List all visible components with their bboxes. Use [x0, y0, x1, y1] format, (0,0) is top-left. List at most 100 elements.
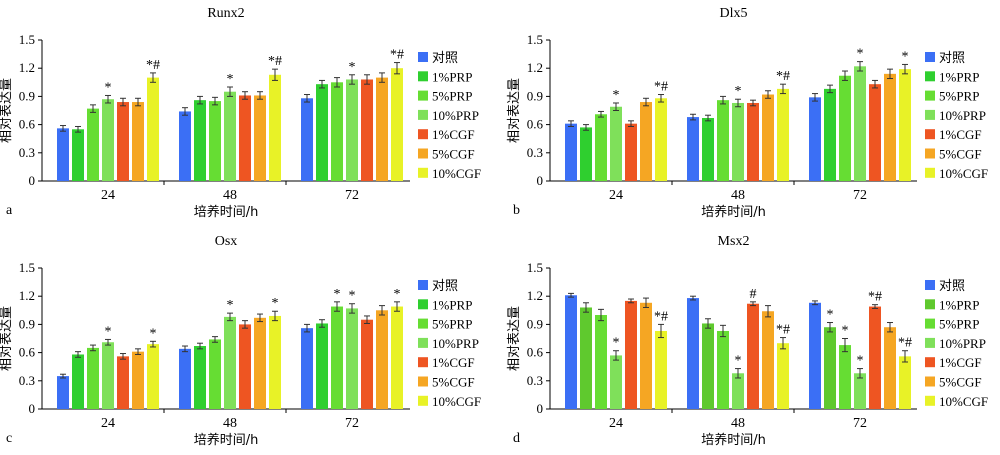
- legend-swatch: [925, 357, 935, 368]
- bar: [224, 91, 236, 181]
- bar: [824, 327, 836, 409]
- legend-swatch: [418, 90, 428, 101]
- bar: [580, 307, 592, 409]
- bar: [869, 84, 881, 181]
- x-axis-label: 培养时间/h: [701, 432, 766, 448]
- legend-swatch: [925, 71, 935, 82]
- panel-letter: a: [6, 203, 13, 218]
- legend-label: 1%PRP: [939, 297, 979, 312]
- y-tick-label: 0.9: [19, 88, 35, 103]
- y-tick-label: 0.6: [19, 345, 36, 360]
- bar: [117, 356, 129, 409]
- x-tick-label: 72: [345, 188, 359, 203]
- legend-swatch: [418, 52, 428, 62]
- significance-mark: *: [272, 296, 279, 311]
- legend-swatch: [418, 280, 428, 290]
- bar: [346, 308, 358, 409]
- legend-label: 1%CGF: [432, 127, 475, 142]
- legend-swatch: [925, 52, 935, 62]
- bar: [361, 79, 373, 181]
- panel-letter: d: [513, 431, 520, 446]
- bar: [580, 127, 592, 181]
- bar: [147, 344, 159, 409]
- legend-swatch: [418, 376, 428, 387]
- bar: [239, 95, 251, 181]
- bar: [869, 306, 881, 409]
- bar: [316, 323, 328, 409]
- bar: [331, 306, 343, 409]
- y-tick-label: 0: [29, 401, 36, 416]
- legend-swatch: [925, 376, 935, 387]
- chart-title: Osx: [215, 234, 238, 249]
- panel-c: Osx 0 0.3 0.6 0.9 1.2 1.5 相对表达量 24 * * 48 * * 72 * * * 培养时…: [0, 234, 481, 448]
- legend-label: 10%CGF: [432, 166, 481, 181]
- significance-mark: *: [857, 47, 864, 62]
- significance-mark: *#: [776, 69, 790, 84]
- y-tick-label: 0.9: [527, 316, 543, 331]
- bar: [762, 94, 774, 181]
- bar: [732, 373, 744, 409]
- x-tick-label: 24: [609, 188, 623, 203]
- bar: [132, 102, 144, 181]
- legend-label: 10%PRP: [432, 336, 479, 351]
- bar: [702, 323, 714, 409]
- legend-swatch: [418, 109, 428, 120]
- bar: [331, 82, 343, 181]
- legend-label: 10%CGF: [939, 394, 988, 409]
- y-tick-label: 1.5: [527, 260, 543, 275]
- bar: [301, 98, 313, 181]
- significance-mark: *: [334, 287, 341, 302]
- y-tick-label: 0.9: [19, 316, 35, 331]
- y-tick-label: 1.5: [19, 32, 35, 47]
- y-tick-label: 1.2: [527, 60, 543, 75]
- bar: [595, 114, 607, 181]
- y-tick-label: 0.6: [19, 117, 36, 132]
- legend-swatch: [418, 71, 428, 82]
- legend-swatch: [925, 395, 935, 406]
- panel-a: Runx2 0 0.3 0.6 0.9 1.2 1.5 相对表达量 24 * *# 48 * *# 72 * *…: [0, 6, 481, 220]
- significance-mark: *: [150, 326, 157, 341]
- y-tick-label: 1.5: [19, 260, 35, 275]
- bar: [57, 376, 69, 409]
- legend-label: 5%PRP: [432, 89, 472, 104]
- bar: [346, 79, 358, 181]
- x-tick-label: 24: [101, 188, 115, 203]
- bar: [194, 346, 206, 409]
- legend-swatch: [925, 129, 935, 140]
- bar: [702, 118, 714, 181]
- legend-label: 10%CGF: [939, 166, 988, 181]
- legend-label: 5%CGF: [432, 147, 475, 162]
- bar: [687, 117, 699, 181]
- significance-mark: *: [613, 88, 620, 103]
- bar: [254, 95, 266, 181]
- legend-swatch: [925, 90, 935, 101]
- legend-label: 1%PRP: [432, 297, 472, 312]
- x-axis-label: 培养时间/h: [194, 432, 259, 448]
- bar: [57, 128, 69, 181]
- bar: [72, 354, 84, 409]
- legend-swatch: [418, 129, 428, 140]
- bar: [854, 373, 866, 409]
- bar: [777, 88, 789, 181]
- bar: [209, 101, 221, 181]
- bar: [854, 66, 866, 181]
- bar: [884, 327, 896, 409]
- significance-mark: *#: [146, 58, 160, 73]
- bar: [565, 295, 577, 409]
- legend-label: 10%PRP: [432, 108, 479, 123]
- significance-mark: *: [857, 354, 864, 369]
- bar: [884, 73, 896, 181]
- y-axis-label: 相对表达量: [507, 78, 522, 143]
- legend-swatch: [418, 357, 428, 368]
- bar: [361, 319, 373, 409]
- bar: [132, 351, 144, 409]
- significance-mark: *#: [776, 323, 790, 338]
- significance-mark: *#: [868, 290, 882, 305]
- bar: [747, 102, 759, 181]
- panel-letter: b: [513, 203, 520, 218]
- x-axis-label: 培养时间/h: [194, 204, 259, 220]
- legend-swatch: [418, 318, 428, 329]
- chart-title: Dlx5: [720, 6, 748, 21]
- bar: [87, 108, 99, 181]
- y-tick-label: 0.6: [527, 345, 544, 360]
